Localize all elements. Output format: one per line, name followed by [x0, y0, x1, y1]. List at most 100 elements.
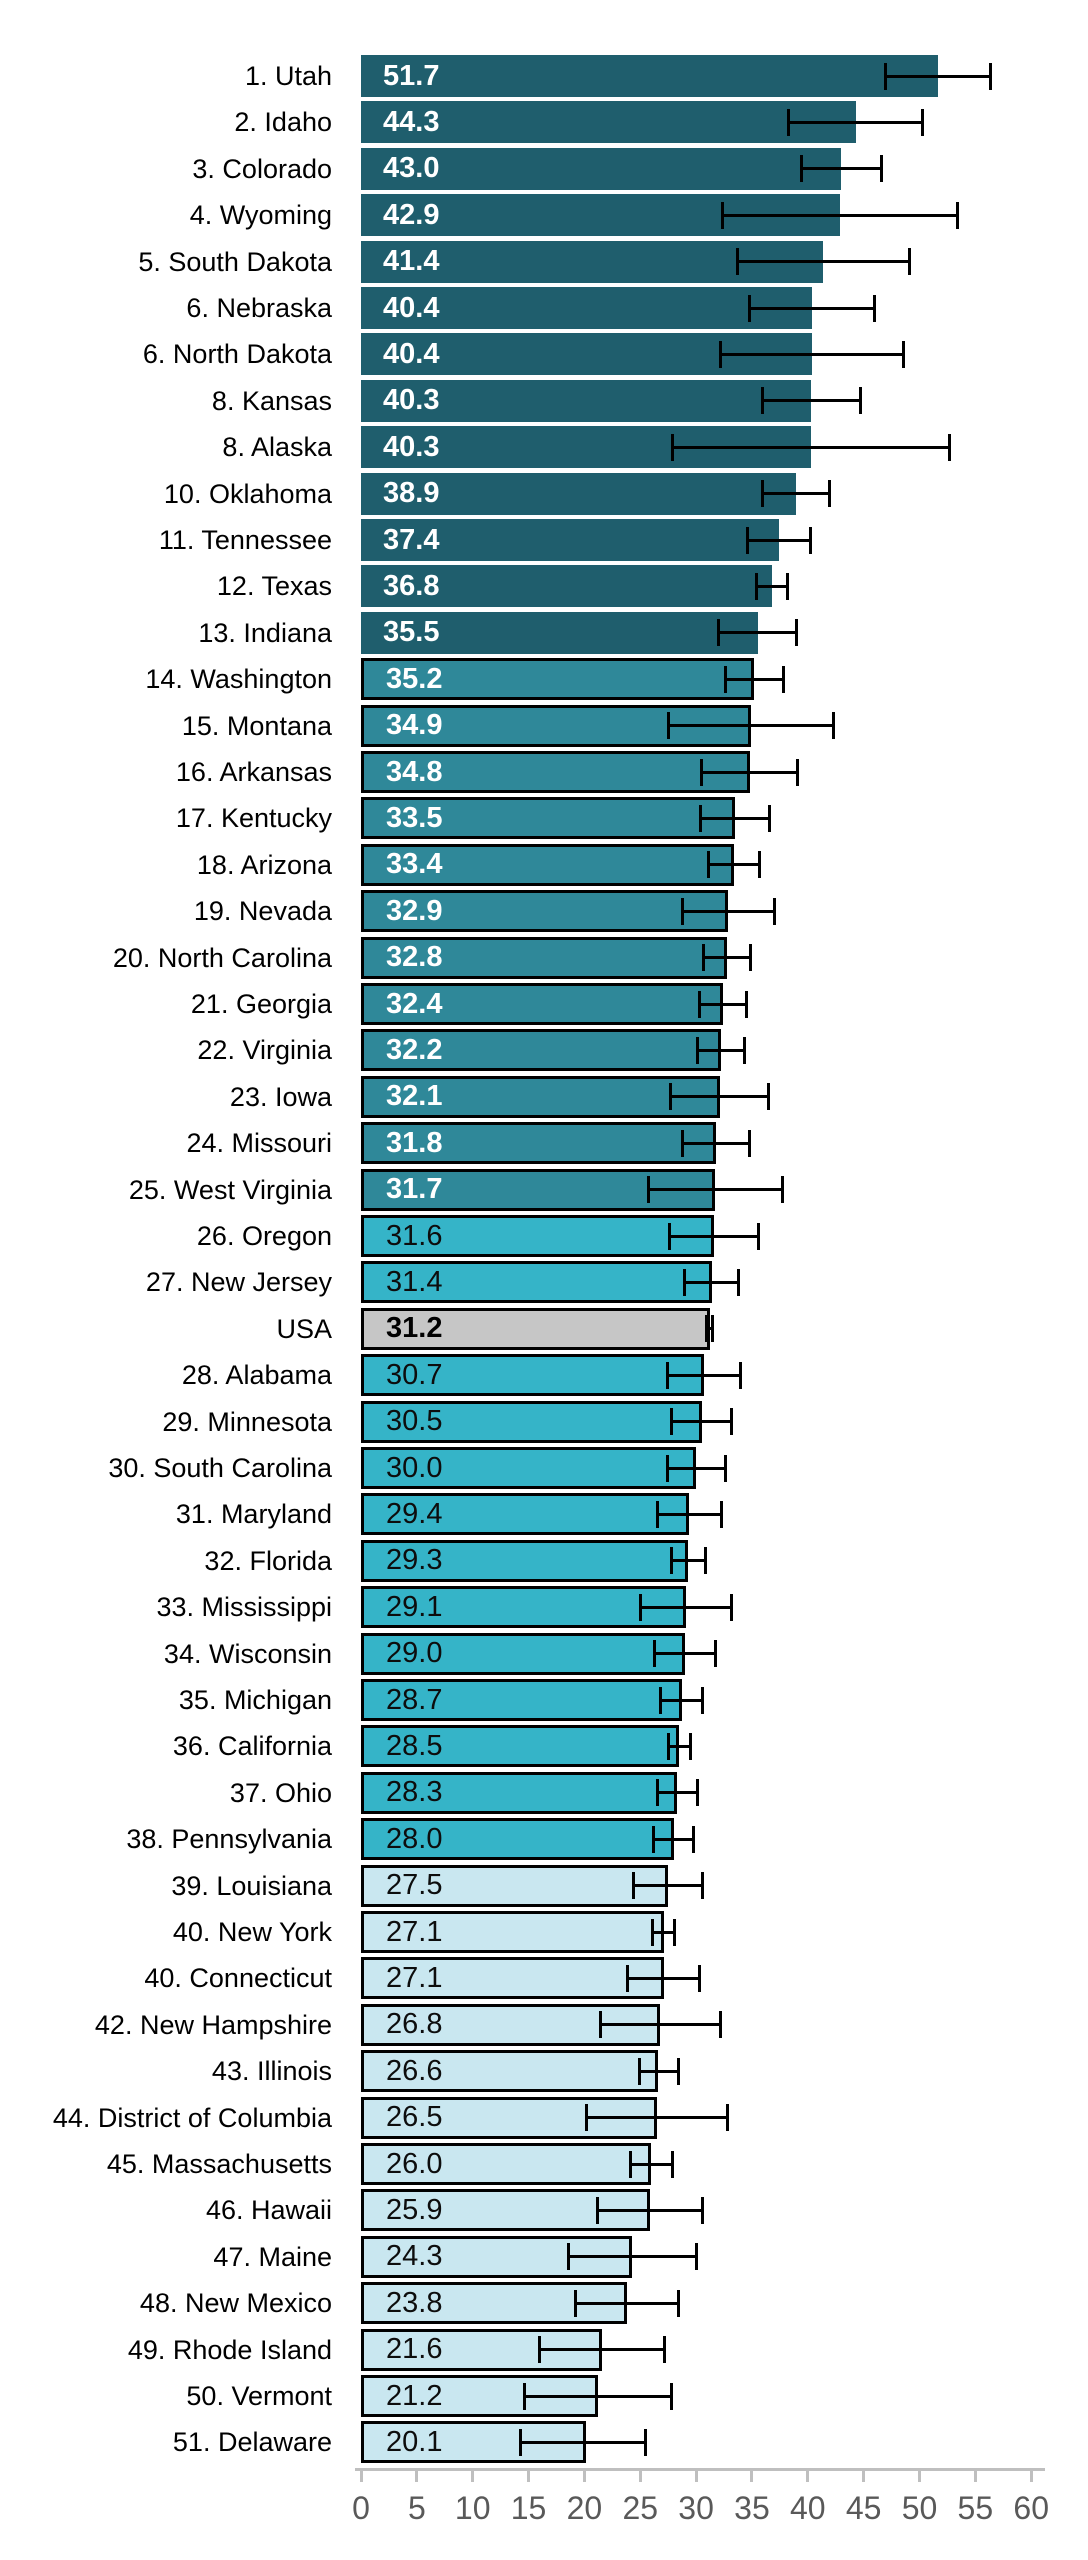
value-label: 28.7: [386, 1683, 443, 1716]
category-label: 20. North Carolina: [112, 942, 332, 973]
error-bar-cap-high: [711, 1315, 715, 1343]
bar: 25.9: [361, 2189, 651, 2232]
error-bar-cap-low: [716, 619, 720, 647]
error-bar-cap-high: [663, 2336, 667, 2364]
category-label: 47. Maine: [213, 2241, 332, 2272]
error-bar-cap-high: [921, 108, 925, 136]
value-label: 32.4: [386, 987, 443, 1020]
value-label: 24.3: [386, 2240, 443, 2273]
value-label: 23.8: [386, 2286, 443, 2319]
error-bar-cap-low: [655, 1779, 659, 1807]
tick-label: 45: [845, 2490, 882, 2526]
tick-label: 30: [678, 2490, 714, 2526]
value-label: 34.8: [386, 755, 443, 788]
bar: 32.4: [361, 983, 723, 1025]
error-bar-line: [660, 1698, 703, 1702]
category-label: 38. Pennsylvania: [126, 1824, 332, 1855]
value-label: 27.5: [386, 1869, 443, 1902]
bar: 29.0: [361, 1632, 685, 1675]
error-bar-cap-low: [596, 2196, 600, 2224]
tick-mark: [471, 2468, 475, 2482]
error-bar-cap-high: [670, 2382, 674, 2410]
bar: 37.4: [361, 519, 779, 561]
value-label: 26.0: [386, 2147, 443, 2180]
tick-mark: [973, 2468, 977, 2482]
tick-mark: [359, 2468, 363, 2482]
category-label: 39. Louisiana: [171, 1870, 332, 1901]
error-bar-line: [586, 2116, 728, 2120]
error-bar-line: [699, 1002, 747, 1006]
bar: 35.5: [361, 611, 758, 654]
error-bar-line: [706, 1327, 713, 1331]
tick-mark: [582, 2468, 586, 2482]
error-bar-cap-low: [628, 2150, 632, 2178]
error-bar-line: [668, 724, 834, 728]
error-bar-line: [701, 770, 798, 774]
error-bar-cap-high: [757, 1222, 761, 1250]
error-bar-line: [600, 2023, 721, 2027]
error-bar-cap-high: [831, 712, 835, 740]
category-label: 49. Rhode Island: [127, 2334, 332, 2365]
value-label: 27.1: [386, 1961, 443, 1994]
error-bar-cap-low: [666, 712, 670, 740]
error-bar-cap-low: [799, 155, 803, 183]
value-label: 30.5: [386, 1405, 443, 1438]
error-bar-line: [671, 1559, 706, 1563]
category-label: 28. Alabama: [181, 1360, 332, 1391]
error-bar-cap-low: [598, 2011, 602, 2039]
error-bar-cap-low: [665, 1361, 669, 1389]
error-bar-cap-low: [695, 1036, 699, 1064]
error-bar-cap-low: [653, 1640, 657, 1668]
bar: 32.2: [361, 1029, 721, 1072]
bar: 32.9: [361, 890, 729, 933]
error-bar-cap-high: [676, 2289, 680, 2317]
category-label: 23. Iowa: [229, 1081, 332, 1112]
error-bar-line: [801, 167, 882, 171]
value-label: 29.0: [386, 1637, 443, 1670]
error-bar-line: [725, 677, 784, 681]
error-bar-line: [539, 2348, 665, 2352]
error-bar-cap-high: [644, 2428, 648, 2456]
error-bar-cap-low: [567, 2243, 571, 2271]
error-bar-line: [737, 260, 910, 264]
tick-label: 0: [352, 2490, 370, 2526]
error-bar-cap-low: [748, 294, 752, 322]
tick-mark: [638, 2468, 642, 2482]
category-label: 51. Delaware: [172, 2427, 332, 2458]
error-bar-cap-low: [735, 248, 739, 276]
category-label: 43. Illinois: [211, 2056, 332, 2087]
bar: 33.5: [361, 797, 736, 840]
error-bar-line: [627, 1976, 700, 1980]
error-bar-line: [762, 399, 861, 403]
error-bar-cap-high: [873, 294, 877, 322]
category-label: 19. Nevada: [193, 896, 332, 927]
category-label: 50. Vermont: [186, 2381, 332, 2411]
error-bar-cap-high: [725, 2104, 729, 2132]
tick-mark: [918, 2468, 921, 2482]
error-bar-cap-low: [626, 1964, 630, 1992]
error-bar-cap-high: [768, 804, 772, 832]
value-label: 31.6: [386, 1219, 443, 1252]
error-bar-cap-high: [796, 758, 800, 786]
error-bar-cap-low: [787, 108, 791, 136]
error-bar-line: [657, 1512, 722, 1516]
bar: 35.2: [361, 658, 755, 701]
category-label: 17. Kentucky: [175, 803, 332, 834]
error-bar-cap-high: [880, 155, 884, 183]
bar: 28.7: [361, 1679, 682, 1721]
value-label: 31.8: [386, 1126, 443, 1159]
value-label: 27.1: [386, 1915, 443, 1948]
category-label: 40. New York: [172, 1917, 332, 1947]
error-bar-cap-high: [671, 2150, 675, 2178]
bar: 40.4: [361, 287, 813, 329]
error-bar-line: [575, 2301, 679, 2305]
category-label: 6. North Dakota: [142, 339, 332, 370]
category-label: 14. Washington: [145, 664, 332, 695]
error-bar-line: [654, 1652, 716, 1656]
value-label: 40.4: [383, 291, 440, 324]
value-label: 26.6: [386, 2054, 443, 2087]
error-bar-line: [640, 1605, 732, 1609]
error-bar-cap-high: [742, 1036, 746, 1064]
error-bar-line: [667, 1466, 726, 1470]
error-bar-cap-low: [706, 851, 710, 879]
